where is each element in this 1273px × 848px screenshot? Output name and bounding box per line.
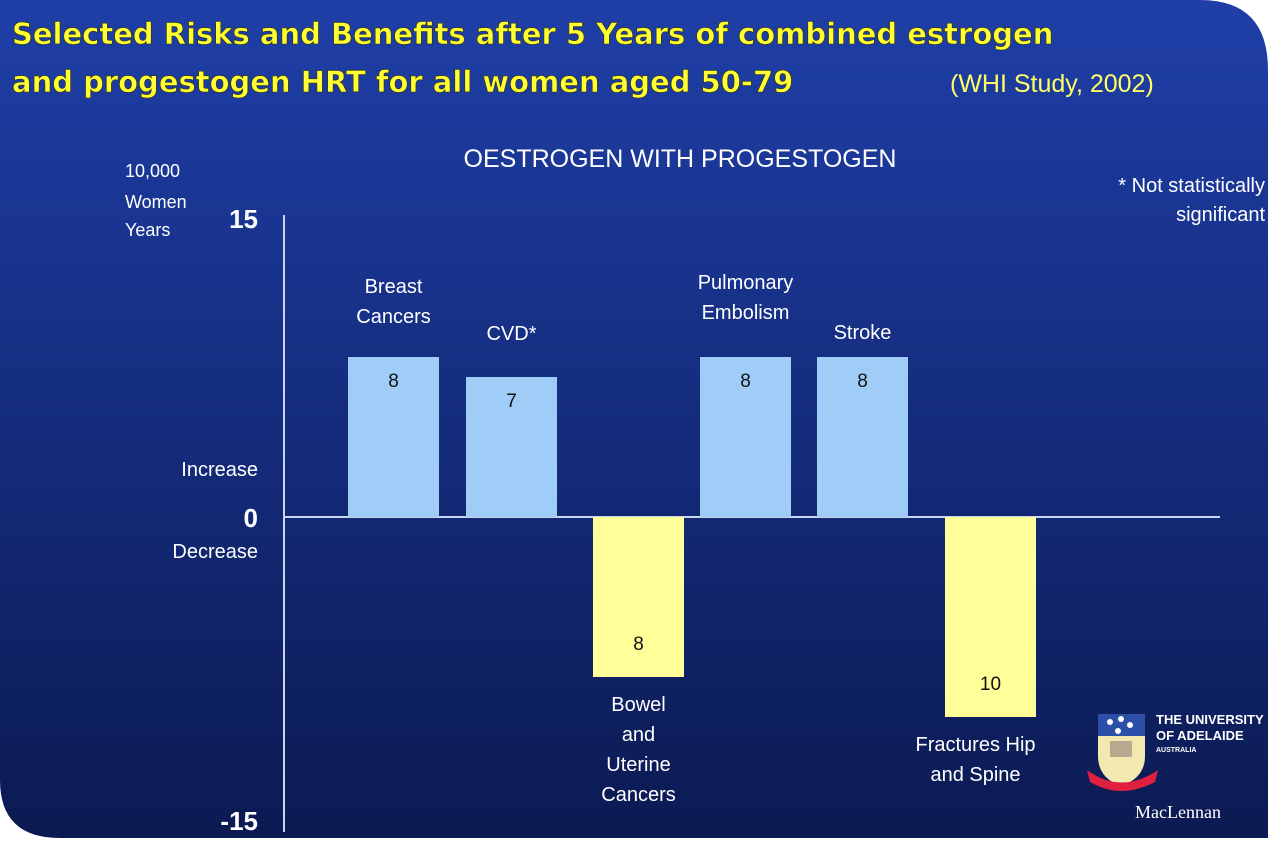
category-label: Stroke — [834, 322, 892, 344]
bars: 8 Breast Cancers 7 CVD* 8 Bowel and Uterine Cance… — [348, 272, 1036, 806]
category-label: Fractures Hip — [915, 734, 1035, 756]
bar — [945, 517, 1036, 717]
logo-text-1: THE UNIVERSITY — [1156, 712, 1264, 727]
logo-text-3: AUSTRALIA — [1156, 747, 1196, 754]
university-logo: THE UNIVERSITY OF ADELAIDE AUSTRALIA Mac… — [1087, 712, 1264, 822]
y-label-3: Years — [125, 220, 170, 240]
y-tick-0: 0 — [244, 503, 258, 533]
bar — [700, 357, 791, 517]
category-label: Embolism — [702, 302, 790, 324]
category-label: CVD* — [486, 323, 536, 345]
category-label: and — [622, 724, 655, 746]
increase-label: Increase — [181, 459, 258, 481]
category-label: Pulmonary — [698, 272, 794, 294]
category-label: and Spine — [930, 764, 1020, 786]
data-label: 8 — [388, 371, 399, 392]
data-label: 8 — [633, 634, 644, 655]
category-label: Uterine — [606, 754, 670, 776]
category-label: Bowel — [611, 694, 665, 716]
logo-text-2: OF ADELAIDE — [1156, 728, 1244, 743]
title-line-2: and progestogen HRT for all women aged 5… — [12, 65, 793, 99]
data-label: 8 — [857, 371, 868, 392]
category-label: Breast — [365, 276, 423, 298]
note-line-1: * Not statistically — [1118, 175, 1265, 197]
y-tick-15: 15 — [229, 204, 258, 234]
note-line-2: significant — [1176, 204, 1265, 226]
decrease-label: Decrease — [172, 541, 258, 563]
data-label: 8 — [740, 371, 751, 392]
y-label-2: Women — [125, 192, 187, 212]
bar — [466, 377, 557, 517]
category-label: Cancers — [356, 306, 430, 328]
bar — [817, 357, 908, 517]
bar — [593, 517, 684, 677]
source-label: (WHI Study, 2002) — [950, 70, 1154, 98]
chart-title: OESTROGEN WITH PROGESTOGEN — [464, 145, 897, 173]
author-label: MacLennan — [1135, 802, 1221, 822]
y-tick-minus-15: -15 — [220, 806, 258, 836]
category-label: Cancers — [601, 784, 675, 806]
data-label: 10 — [980, 674, 1001, 695]
bar — [348, 357, 439, 517]
title-line-1: Selected Risks and Benefits after 5 Year… — [12, 17, 1053, 51]
data-label: 7 — [506, 391, 517, 412]
y-label-1: 10,000 — [125, 161, 180, 181]
